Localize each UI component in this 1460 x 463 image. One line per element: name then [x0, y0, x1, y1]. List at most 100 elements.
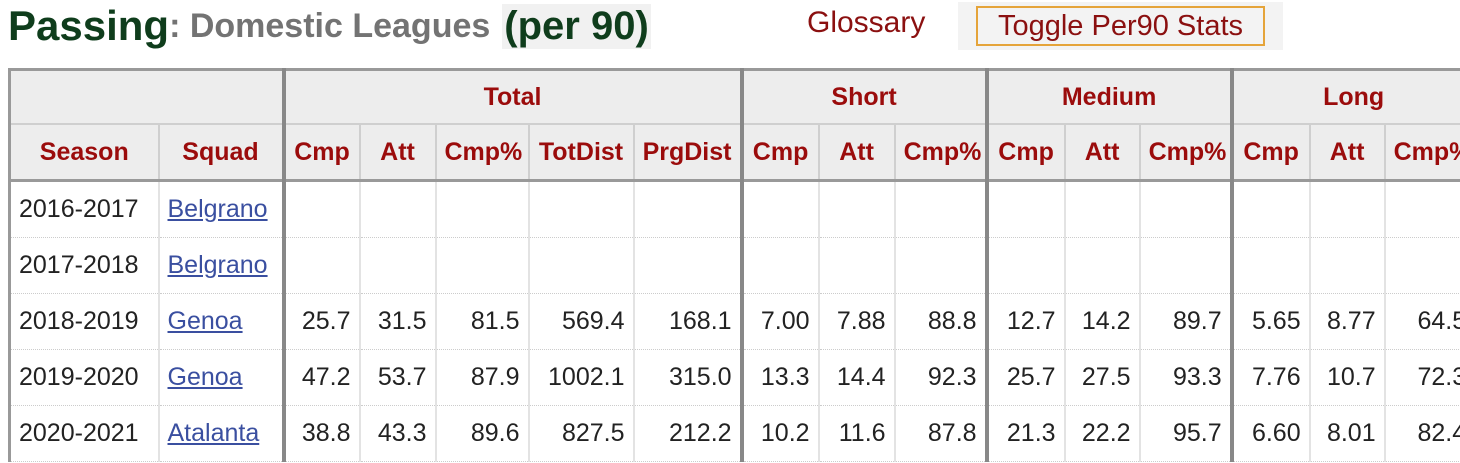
data-row: 2016-2017 Belgrano — [8, 180, 1460, 238]
data-row: 2019-2020 Genoa 47.2 53.7 87.9 1002.1 315.0 13.… — [8, 349, 1460, 406]
stat-cell: 7.00 — [739, 293, 820, 350]
stat-cell: 53.7 — [358, 349, 436, 406]
stat-cell: 87.8 — [893, 405, 988, 462]
stat-cell — [281, 180, 360, 238]
title-sub: : Domestic Leagues — [169, 6, 491, 45]
column-header: PrgDist — [632, 123, 743, 182]
stat-cell: 81.5 — [434, 293, 529, 350]
stat-cell — [1229, 237, 1311, 294]
data-row: 2018-2019 Genoa 25.7 31.5 81.5 569.4 168.1 7.00… — [8, 293, 1460, 350]
stat-cell — [434, 237, 529, 294]
data-row: 2020-2021 Atalanta 38.8 43.3 89.6 827.5 212.2 1… — [8, 405, 1460, 462]
squad-link[interactable]: Genoa — [167, 363, 243, 391]
table-wrap: Total Short Medium Long Season Squad Cmp Att Cmp… — [8, 68, 1460, 463]
stat-cell: 212.2 — [632, 405, 743, 462]
column-header: Cmp — [984, 123, 1066, 182]
squad-link[interactable]: Belgrano — [167, 251, 268, 279]
stat-cell — [358, 180, 436, 238]
glossary-link[interactable]: Glossary — [807, 6, 926, 39]
stat-cell — [1063, 237, 1141, 294]
column-header: Att — [1063, 123, 1141, 182]
squad-cell: Belgrano — [157, 237, 284, 294]
stat-cell: 14.4 — [817, 349, 896, 406]
stat-cell — [281, 237, 360, 294]
column-header: Att — [817, 123, 896, 182]
stat-cell — [1308, 237, 1386, 294]
stat-cell — [817, 180, 896, 238]
squad-link[interactable]: Belgrano — [167, 195, 268, 223]
heading: Passing : Domestic Leagues (per 90) — [8, 0, 651, 52]
stat-cell: 43.3 — [358, 405, 436, 462]
stat-cell: 168.1 — [632, 293, 743, 350]
stat-cell — [984, 237, 1066, 294]
stat-cell: 10.2 — [739, 405, 820, 462]
stat-cell: 64.5 — [1383, 293, 1460, 350]
stat-cell: 89.7 — [1138, 293, 1233, 350]
stat-cell: 8.01 — [1308, 405, 1386, 462]
toggle-button[interactable]: Toggle Per90 Stats — [976, 6, 1265, 46]
squad-link[interactable]: Genoa — [167, 307, 243, 335]
stat-cell: 1002.1 — [527, 349, 634, 406]
stat-cell — [1229, 180, 1311, 238]
stat-cell: 7.88 — [817, 293, 896, 350]
squad-cell: Belgrano — [157, 180, 284, 238]
title-main: Passing — [8, 2, 170, 49]
stat-cell: 87.9 — [434, 349, 529, 406]
title-per90: (per 90) — [502, 3, 651, 49]
stat-cell: 11.6 — [817, 405, 896, 462]
stat-cell — [527, 180, 634, 238]
season-cell: 2018-2019 — [8, 293, 159, 350]
stat-cell — [358, 237, 436, 294]
toggle-container: Toggle Per90 Stats — [958, 2, 1283, 50]
group-header: Long — [1229, 68, 1460, 125]
stat-cell — [1308, 180, 1386, 238]
stat-cell: 89.6 — [434, 405, 529, 462]
stat-cell: 315.0 — [632, 349, 743, 406]
season-cell: 2019-2020 — [8, 349, 159, 406]
stat-cell: 22.2 — [1063, 405, 1141, 462]
group-header: Short — [739, 68, 988, 125]
stat-cell: 93.3 — [1138, 349, 1233, 406]
column-header: Cmp — [1229, 123, 1311, 182]
squad-cell: Atalanta — [157, 405, 284, 462]
data-row: 2017-2018 Belgrano — [8, 237, 1460, 294]
squad-cell: Genoa — [157, 349, 284, 406]
stat-cell — [1138, 180, 1233, 238]
season-cell: 2016-2017 — [8, 180, 159, 238]
column-header: Att — [358, 123, 437, 182]
stat-cell: 92.3 — [893, 349, 988, 406]
column-header: Cmp — [281, 123, 361, 182]
stat-cell — [527, 237, 634, 294]
squad-link[interactable]: Atalanta — [167, 419, 260, 447]
column-header: Squad — [157, 123, 285, 182]
stat-cell: 827.5 — [527, 405, 634, 462]
stat-cell: 21.3 — [984, 405, 1066, 462]
header-row: Season Squad Cmp Att Cmp% TotDist PrgDist Cmp At… — [8, 123, 1460, 182]
column-header: Season — [8, 123, 160, 182]
stat-cell: 27.5 — [1063, 349, 1141, 406]
stat-cell: 95.7 — [1138, 405, 1233, 462]
column-header: Cmp% — [1138, 123, 1233, 182]
column-header: Cmp% — [1383, 123, 1460, 182]
stat-cell — [739, 237, 820, 294]
squad-cell: Genoa — [157, 293, 284, 350]
stat-cell — [1383, 180, 1460, 238]
stat-cell — [632, 180, 743, 238]
column-header: TotDist — [527, 123, 635, 182]
stats-table: Total Short Medium Long Season Squad Cmp Att Cmp… — [8, 68, 1460, 462]
stat-cell: 10.7 — [1308, 349, 1386, 406]
stat-cell: 12.7 — [984, 293, 1066, 350]
stat-cell: 47.2 — [281, 349, 360, 406]
stat-cell: 38.8 — [281, 405, 360, 462]
stat-cell: 13.3 — [739, 349, 820, 406]
stat-cell — [632, 237, 743, 294]
stat-cell: 569.4 — [527, 293, 634, 350]
stat-cell — [893, 237, 988, 294]
header-blank — [8, 68, 285, 125]
stat-cell — [739, 180, 820, 238]
stat-cell: 82.4 — [1383, 405, 1460, 462]
column-header: Cmp% — [434, 123, 530, 182]
stat-cell: 5.65 — [1229, 293, 1311, 350]
stat-cell — [984, 180, 1066, 238]
